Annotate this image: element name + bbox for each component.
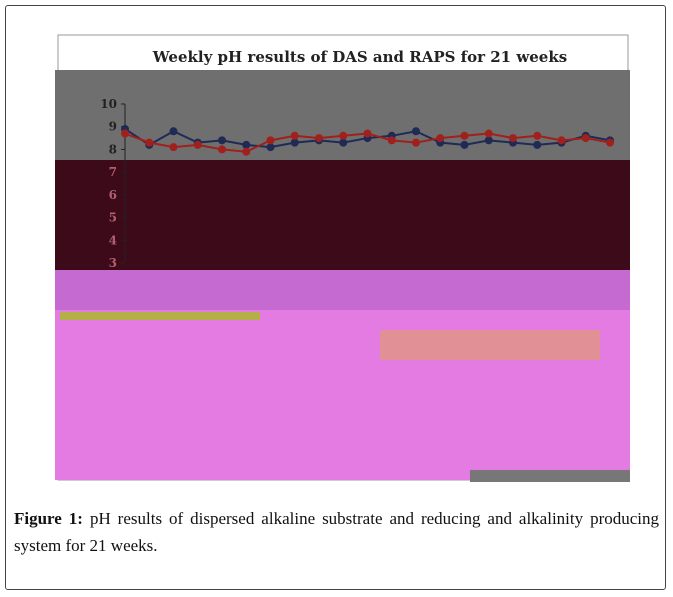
series-marker	[533, 132, 541, 140]
series-marker	[267, 136, 275, 144]
y-tick-label: 4	[109, 233, 117, 247]
series-marker	[242, 148, 250, 156]
series-marker	[388, 136, 396, 144]
series-marker	[436, 134, 444, 142]
series-marker	[315, 134, 323, 142]
series-marker	[291, 139, 299, 147]
series-marker	[364, 130, 372, 138]
series-marker	[485, 130, 493, 138]
y-tick-label: 5	[109, 211, 117, 225]
caption-label: Figure 1:	[14, 509, 83, 528]
series-marker	[170, 127, 178, 135]
series-marker	[461, 132, 469, 140]
caption: Figure 1: pH results of dispersed alkali…	[14, 505, 659, 559]
artifact	[470, 470, 630, 482]
y-tick-label: 3	[109, 256, 117, 270]
y-tick-label: 10	[100, 97, 117, 111]
y-tick-label: 9	[109, 120, 117, 134]
series-marker	[267, 143, 275, 151]
series-marker	[606, 139, 614, 147]
chart-title: Weekly pH results of DAS and RAPS for 21…	[152, 48, 567, 66]
series-marker	[509, 134, 517, 142]
series-marker	[291, 132, 299, 140]
artifact	[380, 330, 600, 360]
series-marker	[145, 139, 153, 147]
y-tick-label: 6	[109, 188, 117, 202]
series-marker	[339, 139, 347, 147]
series-marker	[194, 141, 202, 149]
series-marker	[558, 136, 566, 144]
series-marker	[533, 141, 541, 149]
series-marker	[218, 145, 226, 153]
series-marker	[339, 132, 347, 140]
series-marker	[242, 141, 250, 149]
y-tick-label: 8	[109, 142, 117, 156]
artifact	[55, 270, 630, 310]
series-marker	[218, 136, 226, 144]
series-marker	[412, 127, 420, 135]
series-marker	[412, 139, 420, 147]
series-marker	[170, 143, 178, 151]
series-marker	[485, 136, 493, 144]
artifact	[60, 312, 260, 320]
series-marker	[461, 141, 469, 149]
series-marker	[582, 134, 590, 142]
chart: Weekly pH results of DAS and RAPS for 21…	[0, 0, 673, 490]
y-tick-label: 7	[109, 165, 117, 179]
artifact	[55, 160, 630, 270]
series-marker	[121, 130, 129, 138]
caption-text: pH results of dispersed alkaline substra…	[14, 509, 659, 555]
